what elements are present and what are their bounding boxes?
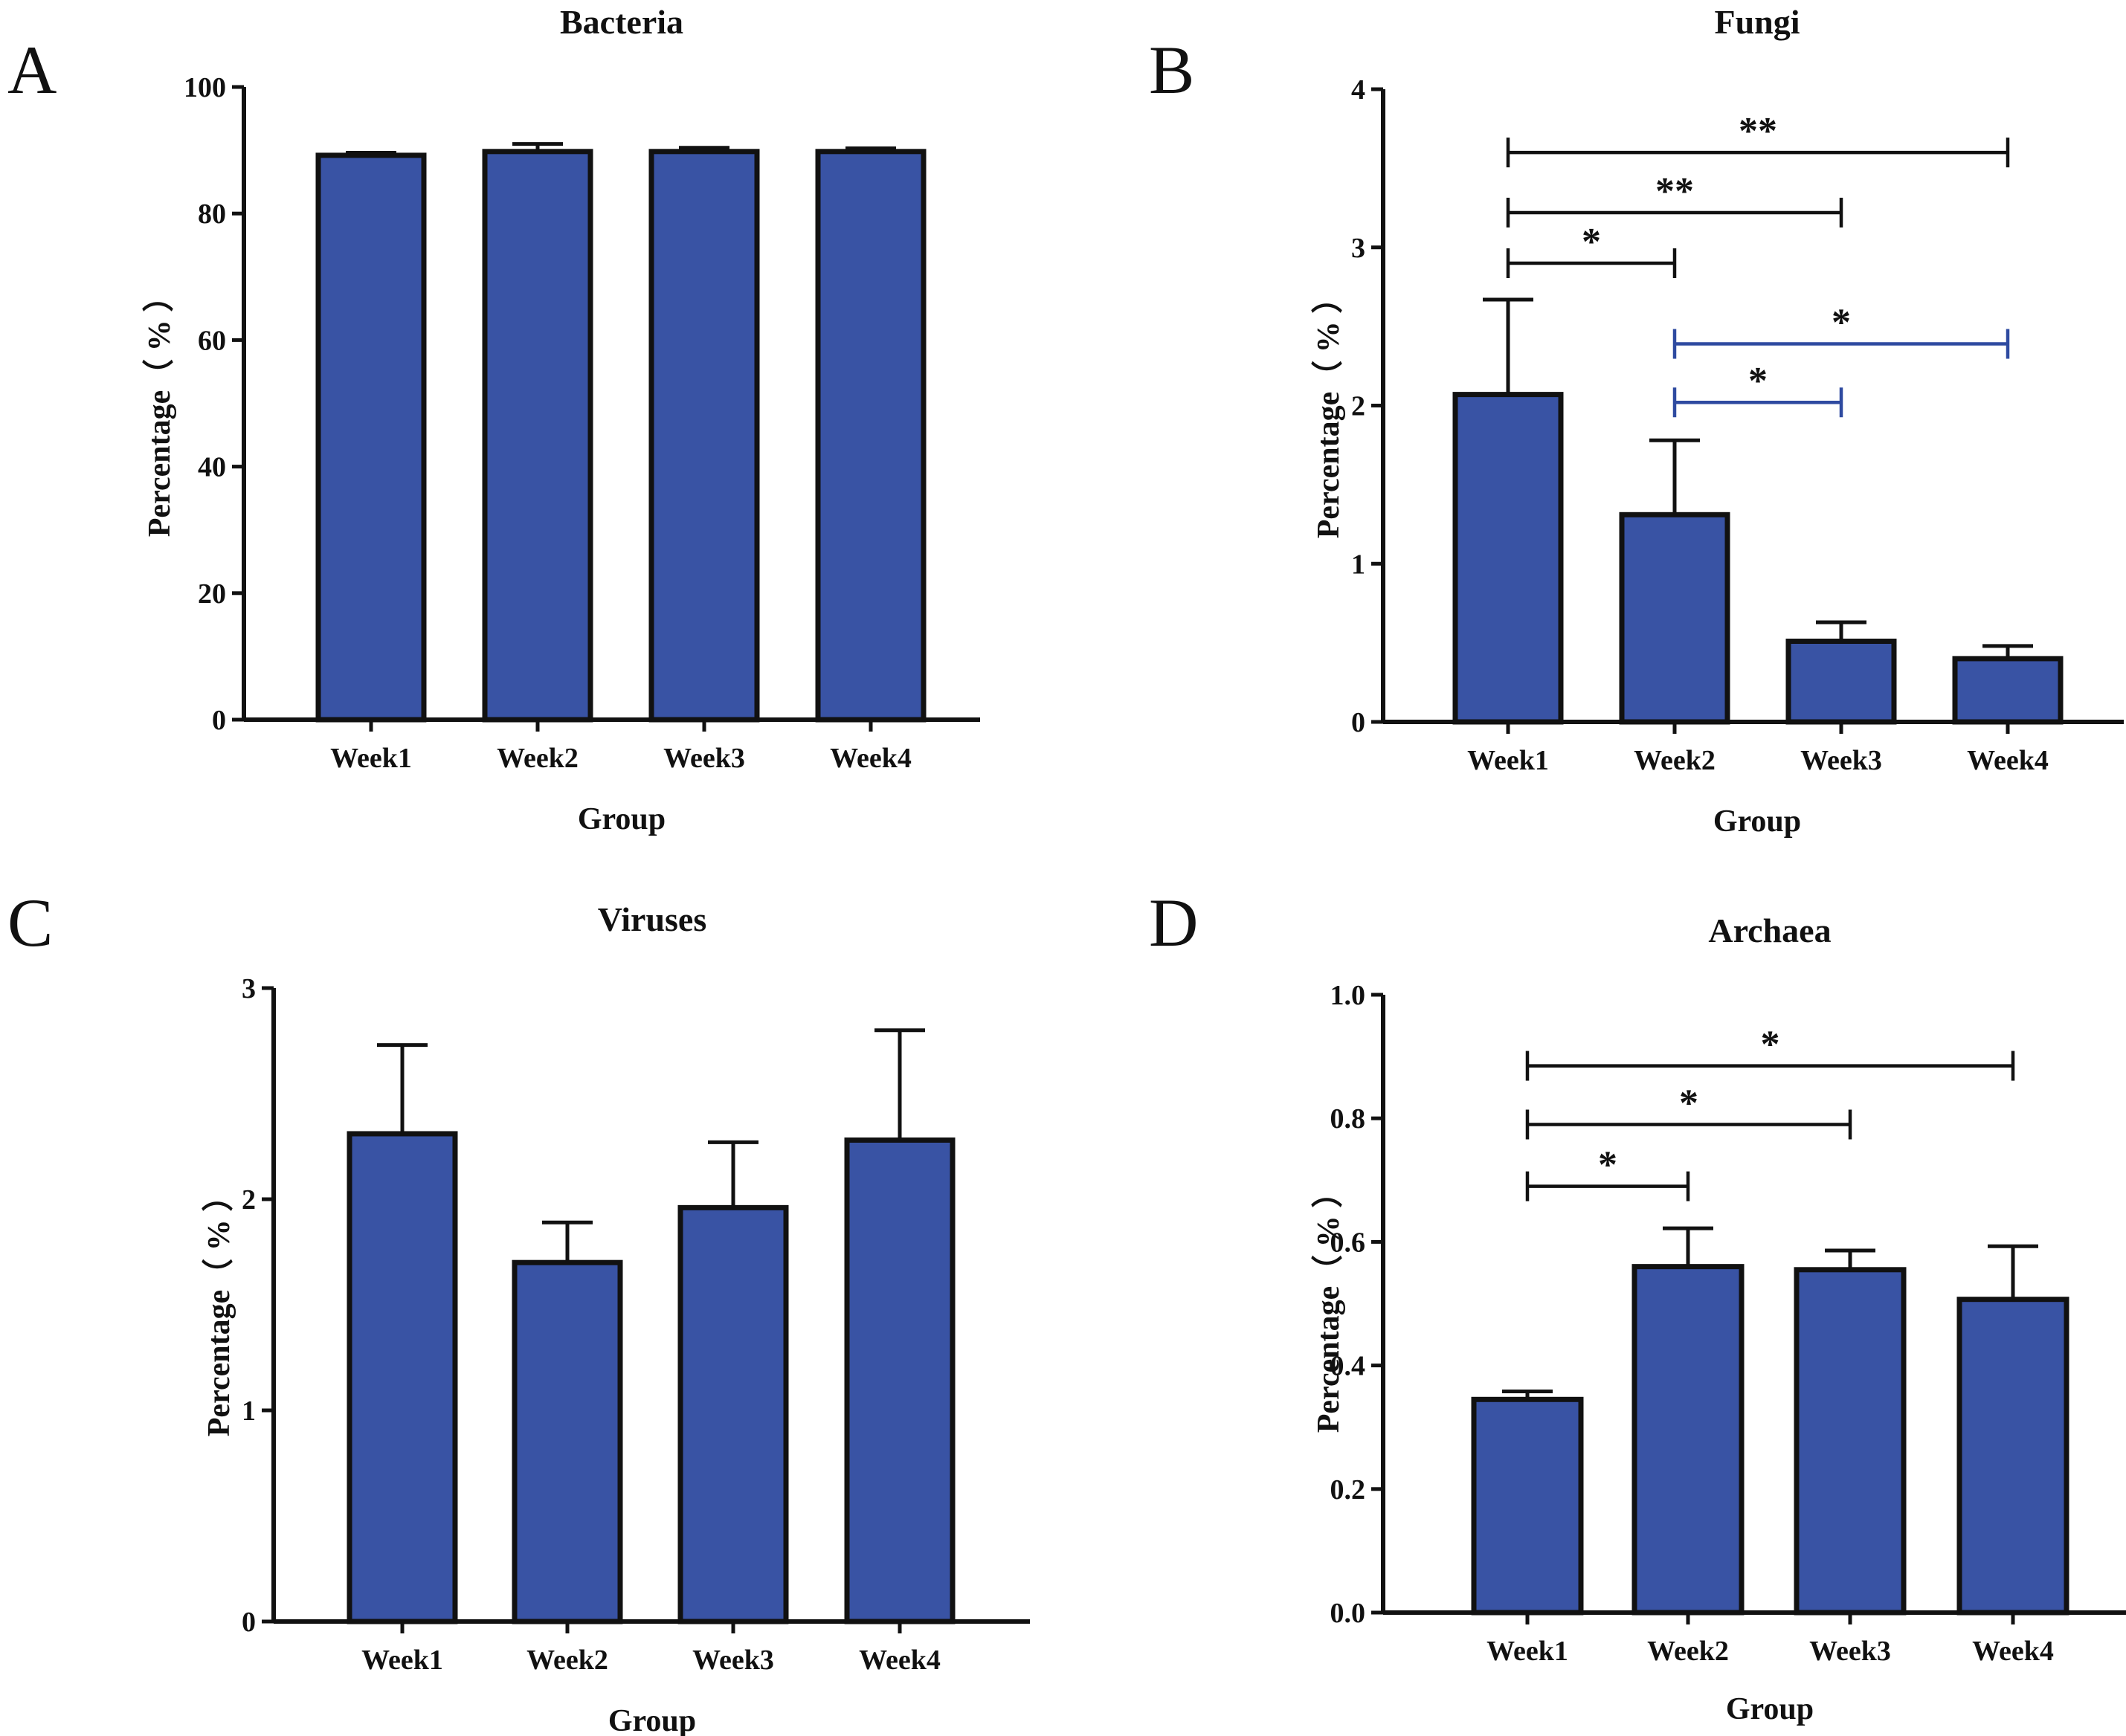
x-tick-label: Week4 xyxy=(859,1645,941,1676)
x-tick-label: Week1 xyxy=(1486,1636,1568,1667)
bar-week3 xyxy=(648,149,760,723)
y-tick-label: 3 xyxy=(1351,233,1365,264)
y-tick-label: 2 xyxy=(242,1184,256,1216)
bar-week1 xyxy=(1471,1396,1584,1616)
panel-a: A Bacteria Group Percentage（ % ） 0 20 40 60… xyxy=(7,3,980,836)
y-axis-label-a: Percentage（ % ） xyxy=(142,281,177,537)
y-tick-label: 0.6 xyxy=(1330,1227,1366,1258)
y-axis-label-b: Percentage（ % ） xyxy=(1311,283,1346,538)
bar-week4 xyxy=(1956,1297,2069,1616)
significance-label: * xyxy=(1832,302,1851,344)
y-tick-label: 0.8 xyxy=(1330,1103,1366,1135)
panel-b: B Fungi Group Percentage（ % ） 0 1 2 3 4 Week1… xyxy=(1149,3,2124,839)
y-axis-label-d: Percentage（ % ） xyxy=(1311,1177,1346,1433)
panel-letter-a: A xyxy=(7,32,57,108)
bar-week2 xyxy=(1631,1264,1745,1616)
y-tick-label: 1 xyxy=(1351,549,1365,580)
bar-week4 xyxy=(815,149,927,723)
panel-letter-c: C xyxy=(7,885,53,961)
x-tick-label: Week3 xyxy=(1800,745,1882,776)
significance-label: * xyxy=(1679,1082,1698,1125)
chart-title-c: Viruses xyxy=(598,900,707,938)
bar-week2 xyxy=(1619,512,1730,725)
x-tick-label: Week4 xyxy=(1972,1636,2054,1667)
y-tick-label: 4 xyxy=(1351,74,1365,106)
bar-week3 xyxy=(1785,638,1897,725)
bar-week3 xyxy=(677,1204,789,1624)
y-tick-label: 0 xyxy=(242,1607,256,1638)
plot-area-a: 0 20 40 60 80 100 Week1 Week2 Week3 Week4 xyxy=(184,72,980,774)
y-tick-label: 40 xyxy=(198,452,226,483)
significance-label: * xyxy=(1761,1024,1780,1066)
bar-week1 xyxy=(315,152,427,723)
plot-area-d: 0.0 0.2 0.4 0.6 0.8 1.0 Week1 Week2 Week3 Week4 * *… xyxy=(1330,980,2126,1667)
panel-letter-d: D xyxy=(1149,885,1198,961)
y-tick-label: 60 xyxy=(198,325,226,356)
x-tick-label: Week2 xyxy=(526,1645,608,1676)
bar-week1 xyxy=(347,1131,458,1624)
x-tick-label: Week2 xyxy=(1634,745,1716,776)
bar-week2 xyxy=(482,149,593,723)
y-axis-label-c: Percentage（ % ） xyxy=(202,1181,236,1436)
x-axis-label-d: Group xyxy=(1726,1692,1814,1726)
x-tick-label: Week4 xyxy=(1967,745,2049,776)
x-tick-label: Week2 xyxy=(1647,1636,1729,1667)
x-tick-label: Week1 xyxy=(330,743,412,774)
y-tick-label: 3 xyxy=(242,973,256,1004)
x-tick-label: Week1 xyxy=(1467,745,1549,776)
panel-d: D Archaea Group Percentage（ % ） 0.00.20.… xyxy=(1149,885,2126,1726)
y-tick-label: 1.0 xyxy=(1330,980,1366,1011)
y-tick-label: 0 xyxy=(212,705,226,736)
x-tick-label: Week3 xyxy=(692,1645,774,1676)
significance-label: * xyxy=(1582,221,1601,263)
bar-week2 xyxy=(512,1259,623,1624)
x-tick-label: Week4 xyxy=(830,743,912,774)
bar-week4 xyxy=(844,1137,956,1624)
significance-label: * xyxy=(1598,1144,1617,1187)
x-tick-label: Week3 xyxy=(1809,1636,1891,1667)
x-tick-label: Week2 xyxy=(497,743,579,774)
bar-week3 xyxy=(1794,1267,1907,1616)
x-tick-label: Week3 xyxy=(663,743,745,774)
y-tick-label: 0.0 xyxy=(1330,1598,1366,1629)
chart-title-a: Bacteria xyxy=(560,3,683,41)
y-tick-label: 20 xyxy=(198,578,226,610)
panel-letter-b: B xyxy=(1149,32,1194,108)
x-axis-label-c: Group xyxy=(608,1704,696,1736)
bar-week4 xyxy=(1952,656,2064,725)
y-tick-label: 0.2 xyxy=(1330,1474,1366,1506)
panel-c: C Viruses Group Percentage（ % ） 0 1 2 3 Week… xyxy=(7,885,1030,1736)
significance-label: ** xyxy=(1739,110,1777,152)
y-tick-label: 2 xyxy=(1351,391,1365,422)
significance-label: ** xyxy=(1655,170,1694,213)
x-axis-label-a: Group xyxy=(578,802,666,836)
y-tick-label: 100 xyxy=(184,72,226,103)
chart-title-d: Archaea xyxy=(1708,911,1831,949)
y-tick-label: 1 xyxy=(242,1395,256,1427)
plot-area-c: 0 1 2 3 Week1 Week2 Week3 Week4 xyxy=(242,973,1030,1676)
x-tick-label: Week1 xyxy=(361,1645,443,1676)
y-tick-label: 0 xyxy=(1351,707,1365,738)
x-axis-label-b: Group xyxy=(1713,804,1801,839)
bar-week1 xyxy=(1452,392,1564,725)
chart-title-b: Fungi xyxy=(1714,3,1800,41)
y-tick-label: 80 xyxy=(198,199,226,230)
significance-label: * xyxy=(1748,360,1768,402)
y-tick-label: 0.4 xyxy=(1330,1351,1366,1382)
